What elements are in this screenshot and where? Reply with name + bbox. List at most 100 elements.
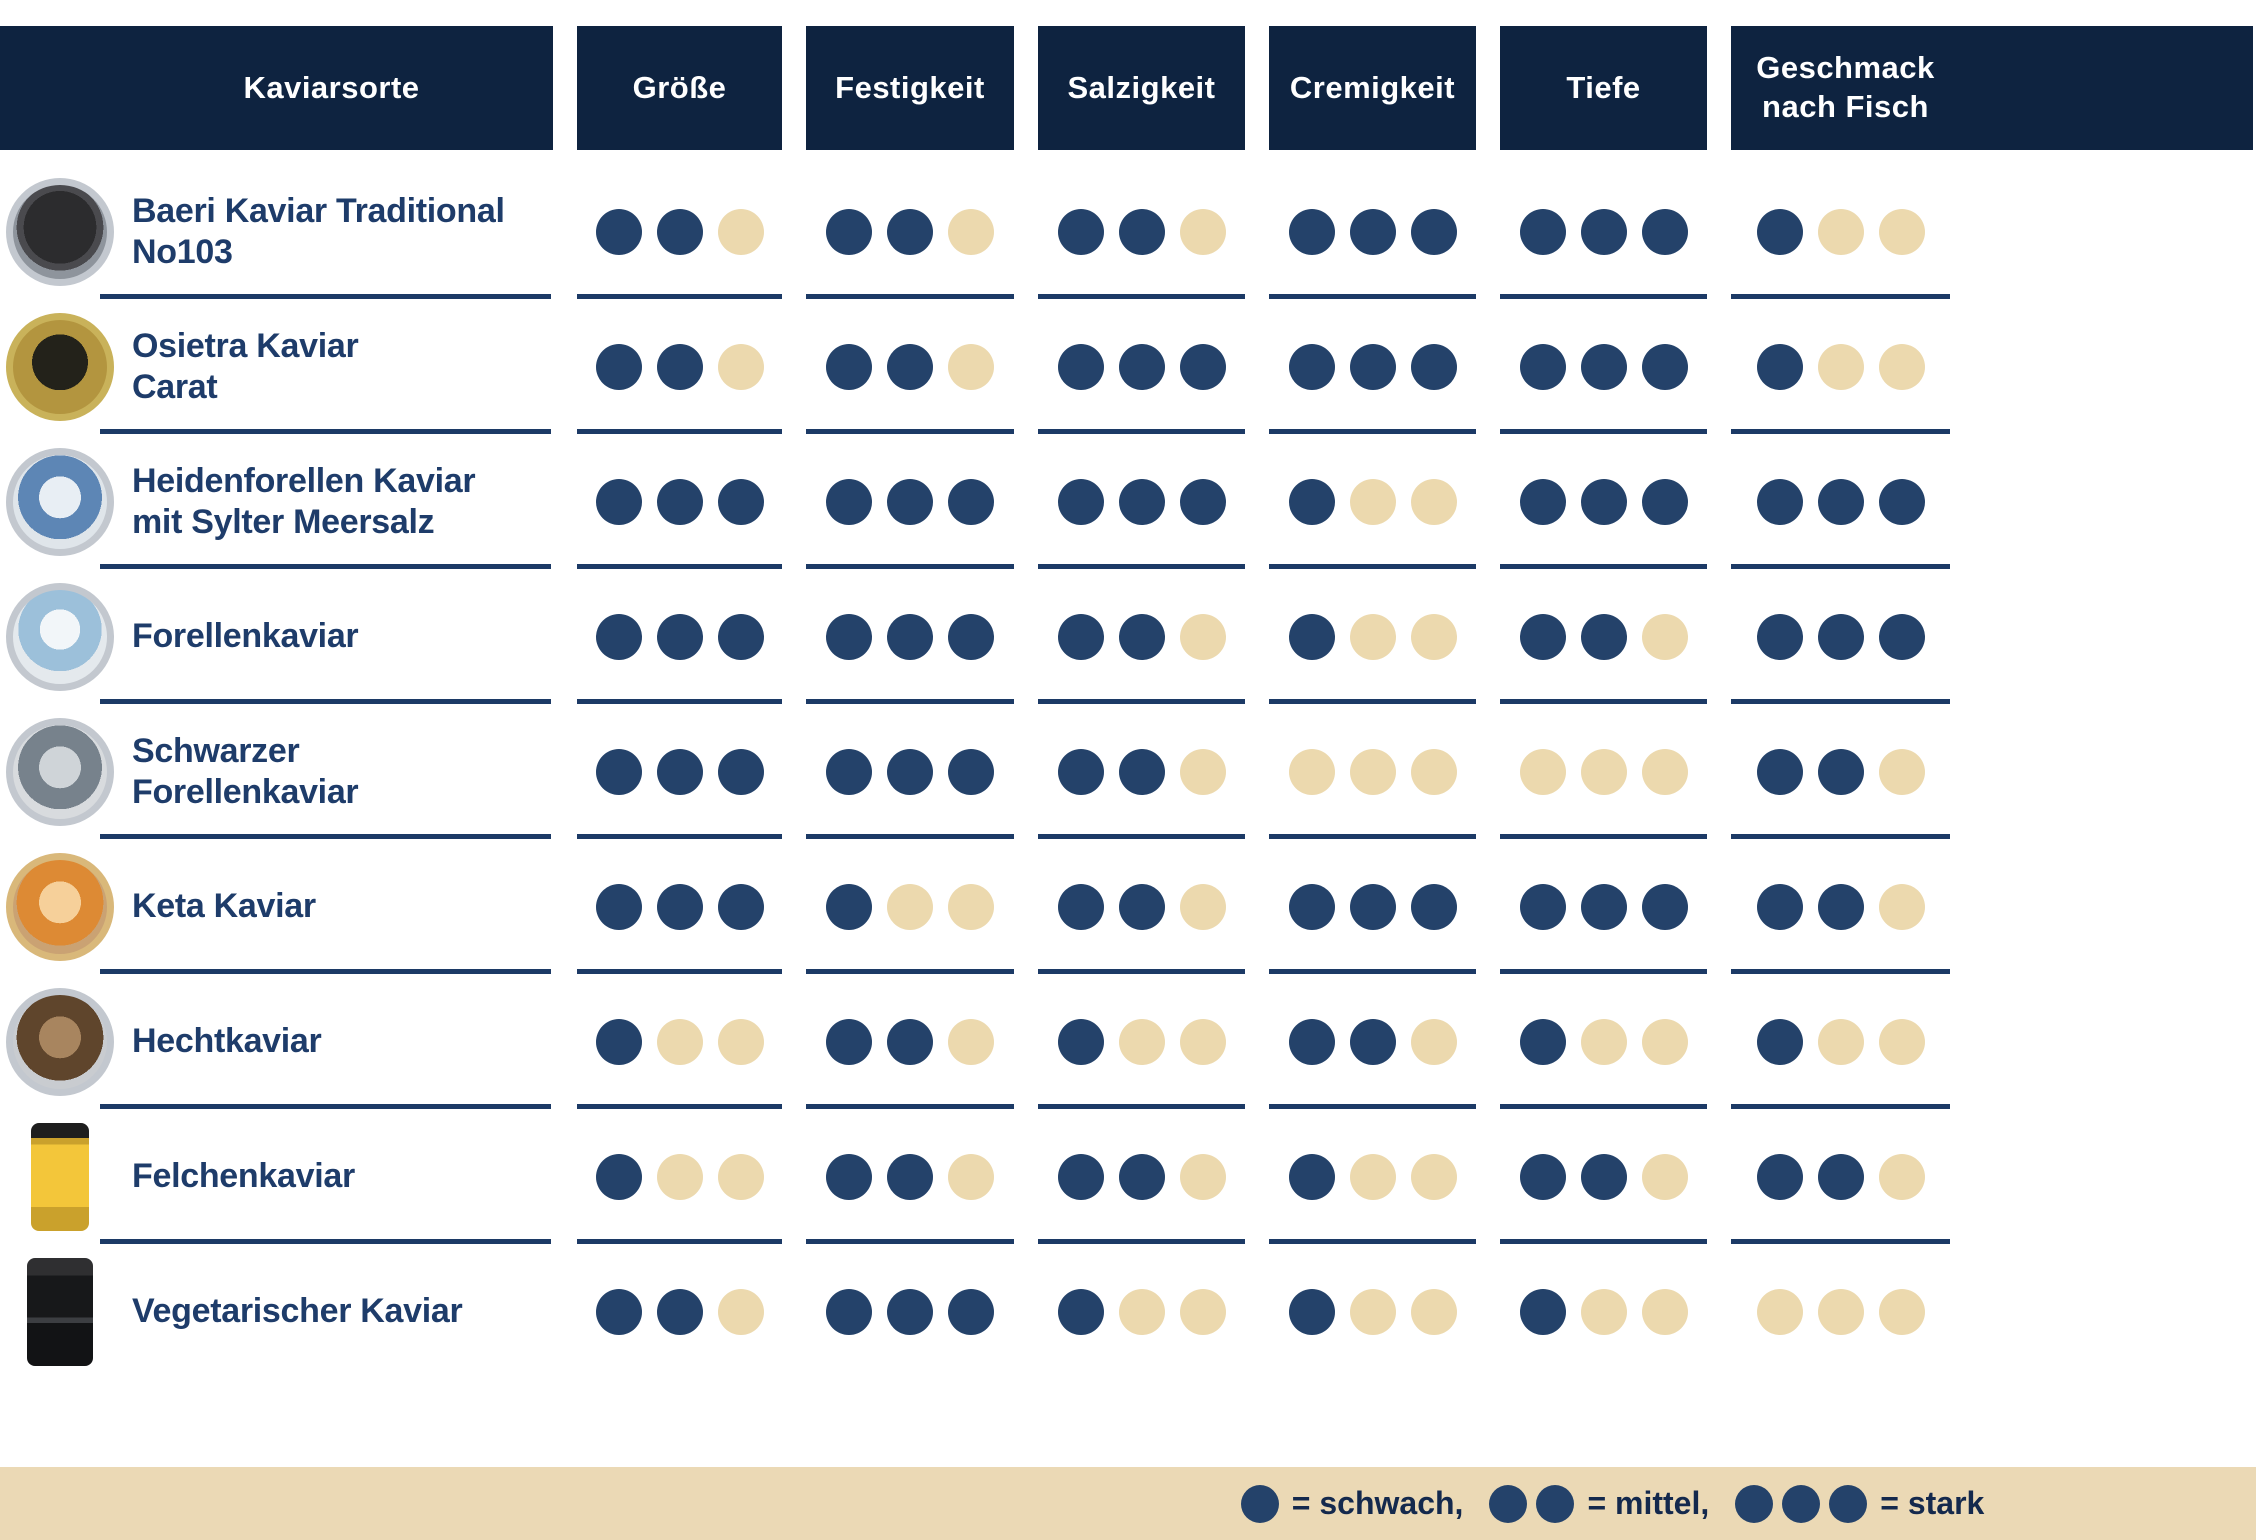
column-header-label: Größe xyxy=(632,70,727,105)
rating-dot-filled xyxy=(1878,478,1925,525)
rating-dot-filled xyxy=(1288,1018,1335,1065)
product-cell: Baeri Kaviar Traditional No103 xyxy=(0,164,553,299)
rating-dot-empty xyxy=(1878,1288,1925,1335)
rating-dot-empty xyxy=(1410,613,1457,660)
rating-cell xyxy=(577,1244,782,1379)
table-row: Schwarzer Forellenkaviar xyxy=(0,704,2256,839)
rating-dot-filled xyxy=(656,883,703,930)
rating-dot-filled xyxy=(1288,478,1335,525)
rating-dot-filled xyxy=(887,1288,933,1335)
rating-cell xyxy=(1731,164,1950,299)
rating-dot-filled xyxy=(948,1288,994,1335)
rating-cell xyxy=(1269,974,1476,1109)
rating-dot-empty xyxy=(1349,478,1396,525)
rating-cell xyxy=(1731,1109,1950,1244)
product-cell: Felchenkaviar xyxy=(0,1109,553,1244)
column-header-label: Salzigkeit xyxy=(1067,70,1216,105)
rating-cell xyxy=(1038,434,1245,569)
rating-cell xyxy=(1500,974,1707,1109)
rating-dot-empty xyxy=(1641,1288,1688,1335)
rating-dot-empty xyxy=(1410,748,1457,795)
rating-dot-filled xyxy=(595,208,642,255)
rating-dot-filled xyxy=(1349,343,1396,390)
rating-dot-empty xyxy=(948,208,994,255)
rating-cell xyxy=(1038,839,1245,974)
rating-dot-filled xyxy=(1817,478,1864,525)
rating-dot-empty xyxy=(1878,1018,1925,1065)
rating-dot-filled xyxy=(1580,208,1627,255)
rating-dot-empty xyxy=(1641,613,1688,660)
rating-dot-empty xyxy=(1349,1153,1396,1200)
rating-dot-empty xyxy=(1179,1153,1226,1200)
product-name: Vegetarischer Kaviar xyxy=(132,1292,463,1331)
product-image-vegetarischer xyxy=(27,1257,93,1366)
rating-cell xyxy=(1731,704,1950,839)
rating-dot-empty xyxy=(1817,343,1864,390)
rating-cell xyxy=(806,1109,1014,1244)
rating-cell xyxy=(577,164,782,299)
legend-dot-icon xyxy=(1240,1484,1279,1523)
rating-cell xyxy=(1269,569,1476,704)
rating-dot-filled xyxy=(826,883,872,930)
column-header-kaviarsorte: Kaviarsorte xyxy=(0,26,553,150)
rating-dot-empty xyxy=(1179,883,1226,930)
rating-dot-filled xyxy=(1057,1153,1104,1200)
rating-dot-filled xyxy=(826,1153,872,1200)
rating-cell xyxy=(1731,299,1950,434)
rating-dot-filled xyxy=(656,343,703,390)
legend-item-stark: = stark xyxy=(1735,1484,1984,1523)
rating-dot-empty xyxy=(948,1018,994,1065)
rating-dot-filled xyxy=(826,478,872,525)
rating-dot-filled xyxy=(656,613,703,660)
rating-dot-filled xyxy=(1288,208,1335,255)
rating-dot-filled xyxy=(1057,343,1104,390)
rating-dot-filled xyxy=(1756,1153,1803,1200)
rating-dot-filled xyxy=(826,748,872,795)
product-cell: Heidenforellen Kaviar mit Sylter Meersal… xyxy=(0,434,553,569)
rating-dot-filled xyxy=(656,748,703,795)
rating-dot-filled xyxy=(595,343,642,390)
rating-dot-filled xyxy=(1519,1153,1566,1200)
rating-dot-filled xyxy=(656,208,703,255)
table-row: Heidenforellen Kaviar mit Sylter Meersal… xyxy=(0,434,2256,569)
rating-dot-filled xyxy=(826,613,872,660)
rating-dot-empty xyxy=(1179,748,1226,795)
legend-item-mittel: = mittel, xyxy=(1489,1484,1709,1523)
product-name: Schwarzer Forellenkaviar xyxy=(132,732,359,811)
rating-cell xyxy=(1731,1244,1950,1379)
rating-dot-filled xyxy=(656,478,703,525)
rating-dot-filled xyxy=(826,1288,872,1335)
rating-dot-empty xyxy=(1756,1288,1803,1335)
rating-dot-empty xyxy=(1118,1018,1165,1065)
rating-cell xyxy=(1038,164,1245,299)
rating-cell xyxy=(1731,434,1950,569)
rating-cell xyxy=(1500,704,1707,839)
rating-dot-filled xyxy=(887,1153,933,1200)
rating-dot-filled xyxy=(887,1018,933,1065)
rating-dot-empty xyxy=(1878,883,1925,930)
rating-dot-filled xyxy=(595,1018,642,1065)
rating-dot-empty xyxy=(887,883,933,930)
rating-dot-filled xyxy=(1179,478,1226,525)
product-image-forellen xyxy=(6,582,114,691)
rating-dot-filled xyxy=(595,748,642,795)
rating-dot-filled xyxy=(1057,748,1104,795)
rating-cell xyxy=(806,704,1014,839)
rating-dot-filled xyxy=(887,748,933,795)
product-image-keta xyxy=(6,852,114,961)
table-row: Osietra Kaviar Carat xyxy=(0,299,2256,434)
rating-dot-empty xyxy=(1519,748,1566,795)
rating-dot-empty xyxy=(717,1153,764,1200)
rating-dot-empty xyxy=(1410,1153,1457,1200)
rating-dot-empty xyxy=(1878,1153,1925,1200)
rating-dot-filled xyxy=(887,208,933,255)
legend: = schwach, = mittel, = stark xyxy=(0,1467,2256,1540)
table-row: Keta Kaviar xyxy=(0,839,2256,974)
product-image-heidenforellen xyxy=(6,447,114,556)
rating-dot-filled xyxy=(595,1288,642,1335)
rating-cell xyxy=(1731,569,1950,704)
rating-dot-filled xyxy=(1641,343,1688,390)
product-name: Osietra Kaviar Carat xyxy=(132,327,359,406)
rating-dot-empty xyxy=(1641,1153,1688,1200)
rating-dot-empty xyxy=(1641,1018,1688,1065)
